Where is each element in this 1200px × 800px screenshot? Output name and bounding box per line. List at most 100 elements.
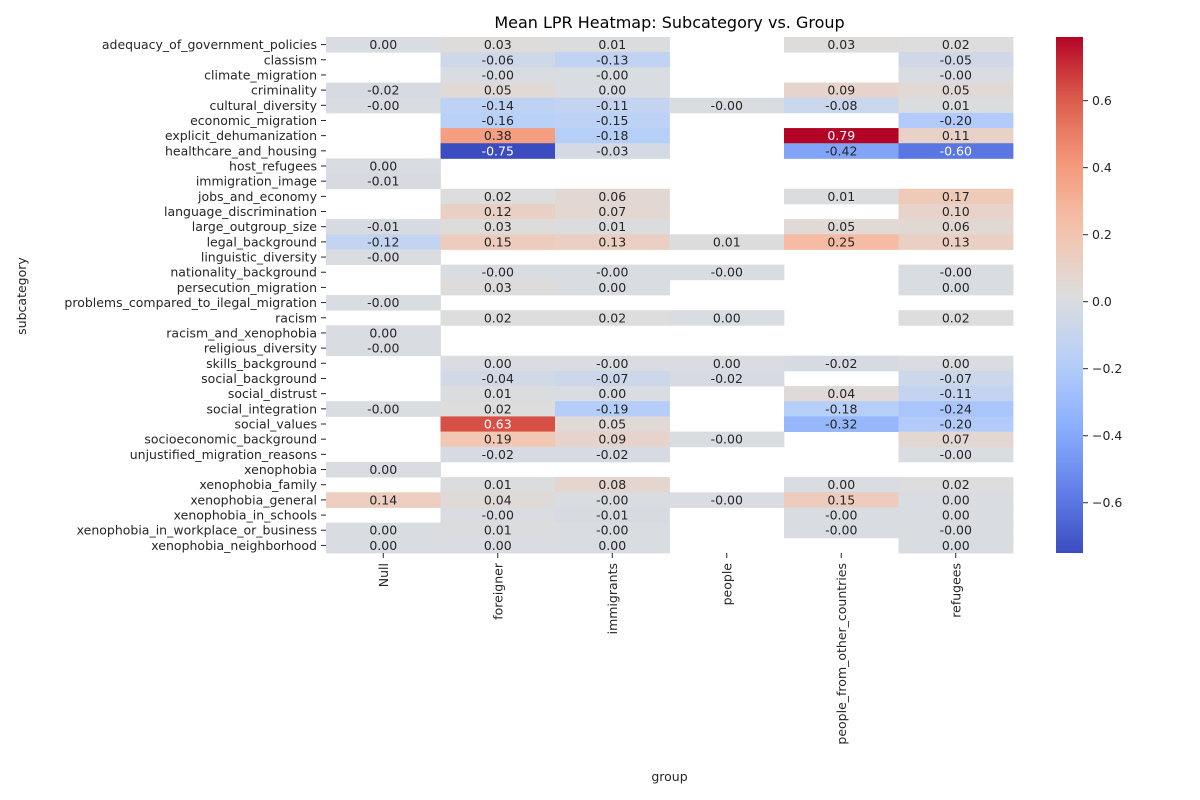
cell-value-label: -0.15 (596, 113, 628, 128)
heatmap-cell (555, 446, 670, 463)
cell-value-label: -0.07 (940, 371, 972, 386)
heatmap-cell (440, 522, 556, 539)
cell-value-label: 0.01 (598, 37, 626, 52)
y-tick-label: criminality (251, 83, 318, 98)
y-tick-label: classism (264, 52, 317, 67)
heatmap-cell (669, 234, 785, 250)
heatmap-cell (784, 97, 899, 114)
heatmap-cell (898, 188, 1014, 205)
heatmap-cell (669, 310, 785, 326)
heatmap-cell (555, 128, 670, 144)
cell-value-label: 0.02 (598, 310, 626, 325)
cell-value-label: 0.02 (942, 477, 970, 492)
heatmap-cell (898, 507, 1014, 524)
heatmap-cell (555, 97, 670, 114)
heatmap-cell (555, 370, 670, 387)
heatmap-cell (326, 97, 441, 114)
y-tick-label: linguistic_diversity (201, 250, 318, 265)
heatmap-cell (440, 386, 556, 402)
heatmap-cell (555, 82, 670, 99)
cell-value-label: -0.00 (940, 523, 972, 538)
y-tick-label: racism_and_xenophobia (166, 325, 317, 340)
heatmap-cell (784, 82, 899, 99)
heatmap-cell (440, 279, 556, 296)
cell-value-label: 0.08 (598, 477, 626, 492)
cell-value-label: 0.15 (827, 492, 855, 507)
y-tick-label: problems_compared_to_ilegal_migration (64, 295, 317, 310)
chart-title: Mean LPR Heatmap: Subcategory vs. Group (494, 13, 844, 32)
cell-value-label: -0.02 (825, 356, 857, 371)
heatmap-cell (669, 431, 785, 448)
cell-value-label: -0.00 (596, 523, 628, 538)
cell-value-label: 0.00 (369, 538, 397, 553)
heatmap-cell (898, 370, 1014, 387)
heatmap-cell (898, 52, 1014, 68)
cell-value-label: 0.07 (598, 204, 626, 219)
heatmap-cell (440, 537, 556, 554)
y-tick-label: skills_background (206, 356, 317, 371)
heatmap-cell (784, 401, 899, 417)
heatmap-cell (784, 492, 899, 508)
heatmap-cell (555, 203, 670, 220)
y-tick-label: nationality_background (170, 265, 317, 280)
cell-value-label: -0.14 (482, 98, 514, 113)
x-tick-label: foreigner (490, 562, 505, 620)
cell-value-label: -0.18 (596, 128, 628, 143)
cell-value-label: 0.13 (598, 234, 626, 249)
cell-value-label: 0.05 (598, 417, 626, 432)
heatmap-cell (784, 507, 899, 524)
heatmap-cell (440, 355, 556, 372)
cell-value-label: 0.02 (942, 310, 970, 325)
cell-value-label: -0.75 (482, 143, 514, 158)
cell-value-label: 0.01 (484, 523, 512, 538)
cell-value-label: -0.11 (596, 98, 628, 113)
heatmap-cell (898, 219, 1014, 235)
heatmap-cell (555, 112, 670, 129)
cell-value-label: 0.03 (484, 37, 512, 52)
cell-value-label: -0.01 (367, 174, 399, 189)
y-tick-label: jobs_and_economy (197, 189, 318, 204)
y-axis-ticks: adequacy_of_government_policiesclassismc… (64, 37, 326, 553)
cell-value-label: 0.06 (598, 189, 626, 204)
heatmap-cell (555, 401, 670, 417)
cell-value-label: 0.09 (598, 432, 626, 447)
cell-value-label: -0.00 (711, 432, 743, 447)
cell-value-label: 0.00 (827, 477, 855, 492)
heatmap-cell (440, 264, 556, 281)
heatmap-cell (440, 431, 556, 448)
heatmap-cell (898, 279, 1014, 296)
heatmap-cell (440, 143, 556, 159)
y-tick-label: xenophobia_neighborhood (151, 538, 317, 553)
heatmap-cell (326, 461, 441, 478)
y-tick-label: socioeconomic_background (144, 432, 317, 447)
cell-value-label: -0.00 (711, 492, 743, 507)
heatmap-cell (555, 264, 670, 281)
cell-value-label: 0.00 (942, 538, 970, 553)
heatmap-cell (440, 128, 556, 144)
heatmap-cell (555, 143, 670, 159)
y-tick-label: xenophobia_in_schools (174, 508, 317, 523)
heatmap-cell (440, 37, 556, 53)
x-tick-label: refugees (948, 563, 963, 618)
heatmap-cell (326, 158, 441, 174)
y-tick-label: unjustified_migration_reasons (130, 447, 317, 462)
cell-value-label: -0.06 (482, 52, 514, 67)
heatmap-cell (326, 234, 441, 250)
cell-value-label: 0.25 (827, 234, 855, 249)
heatmap-cell (898, 401, 1014, 417)
colorbar-tick-label: 0.2 (1092, 227, 1112, 242)
cell-value-label: 0.02 (484, 310, 512, 325)
heatmap-cell (898, 522, 1014, 539)
heatmap-cell (784, 37, 899, 53)
y-tick-label: xenophobia (244, 462, 317, 477)
heatmap-cell (555, 416, 670, 432)
cell-value-label: 0.63 (484, 417, 512, 432)
cell-value-label: -0.00 (367, 98, 399, 113)
heatmap-cell (898, 67, 1014, 83)
heatmap-cell (898, 112, 1014, 129)
heatmap-cell (326, 401, 441, 417)
heatmap-cell (898, 234, 1014, 250)
heatmap-cell (784, 355, 899, 372)
cell-value-label: 0.00 (598, 386, 626, 401)
